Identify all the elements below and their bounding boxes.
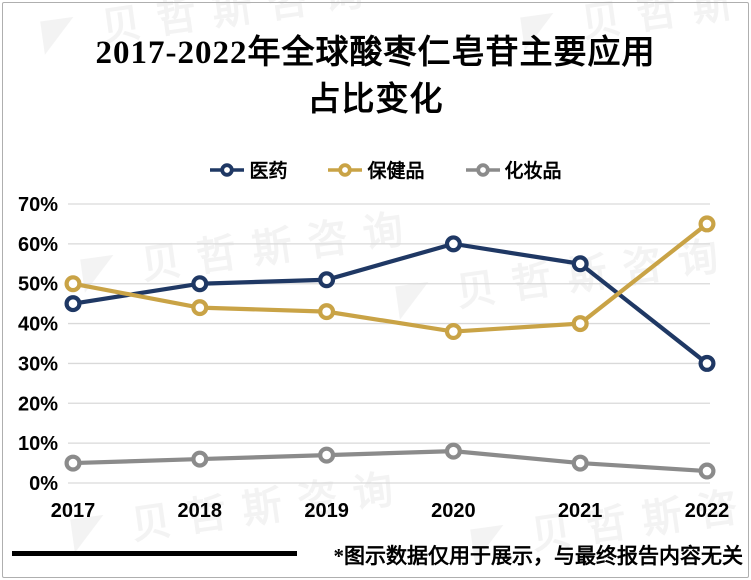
x-tick-label: 2022 — [685, 500, 730, 522]
data-point-marker — [698, 354, 716, 372]
data-point-marker — [64, 295, 82, 313]
line-marker-icon — [465, 162, 500, 177]
data-point-marker — [571, 315, 589, 333]
data-point-marker — [318, 303, 336, 321]
legend-label: 化妆品 — [504, 161, 562, 182]
y-tick-label: 10% — [18, 433, 58, 455]
x-tick-label: 2019 — [304, 500, 349, 522]
data-point-marker — [64, 275, 82, 293]
chart-title: 2017-2022年全球酸枣仁皂苷主要应用 占比变化 — [0, 30, 751, 124]
data-point-marker — [571, 454, 589, 472]
y-tick-label: 20% — [18, 393, 58, 415]
legend-item-medicine: 医药 — [209, 156, 287, 183]
x-tick-label: 2017 — [51, 500, 96, 522]
chart-title-line2: 占比变化 — [307, 82, 444, 118]
series-line-2 — [72, 449, 708, 474]
y-tick-label: 50% — [18, 274, 58, 296]
data-point-marker — [698, 215, 716, 233]
data-point-marker — [191, 275, 209, 293]
x-axis-labels: 2017 2018 2019 2020 2021 2022 — [51, 500, 730, 522]
legend-item-cosmetics: 化妆品 — [465, 156, 562, 183]
y-tick-label: 30% — [18, 353, 58, 375]
data-point-marker — [191, 299, 209, 317]
line-marker-icon — [328, 162, 363, 177]
series-line-0 — [72, 241, 709, 366]
y-tick-label: 60% — [18, 234, 58, 256]
y-tick-label: 40% — [18, 314, 58, 336]
data-point-marker — [444, 442, 462, 460]
gridlines — [68, 203, 710, 484]
data-point-marker — [191, 450, 209, 468]
x-tick-label: 2018 — [178, 500, 223, 522]
x-tick-label: 2020 — [431, 500, 476, 522]
data-point-marker — [318, 271, 336, 289]
legend-label: 医药 — [249, 161, 288, 182]
y-tick-label: 0% — [29, 473, 58, 495]
series-line-1 — [72, 222, 709, 334]
data-point-marker — [698, 462, 716, 480]
x-tick-label: 2021 — [558, 500, 603, 522]
data-point-marker — [318, 446, 336, 464]
data-point-marker — [444, 235, 462, 253]
y-tick-label: 70% — [18, 194, 58, 216]
footer-divider — [12, 551, 297, 556]
chart-title-line1: 2017-2022年全球酸枣仁皂苷主要应用 — [95, 35, 656, 71]
line-marker-icon — [210, 162, 245, 177]
data-point-marker — [64, 454, 82, 472]
legend-item-healthcare: 保健品 — [327, 156, 425, 183]
data-point-marker — [444, 323, 462, 341]
data-point-marker — [571, 255, 589, 273]
y-axis-labels: 0% 10% 20% 30% 40% 50% 60% 70% — [18, 194, 58, 495]
series-lines — [72, 222, 709, 474]
footer-disclaimer: *图示数据仅用于展示，与最终报告内容无关 — [333, 544, 744, 568]
legend-label: 保健品 — [367, 161, 425, 182]
series-markers — [64, 215, 716, 480]
legend: 医药 保健品 化妆品 — [0, 156, 751, 183]
